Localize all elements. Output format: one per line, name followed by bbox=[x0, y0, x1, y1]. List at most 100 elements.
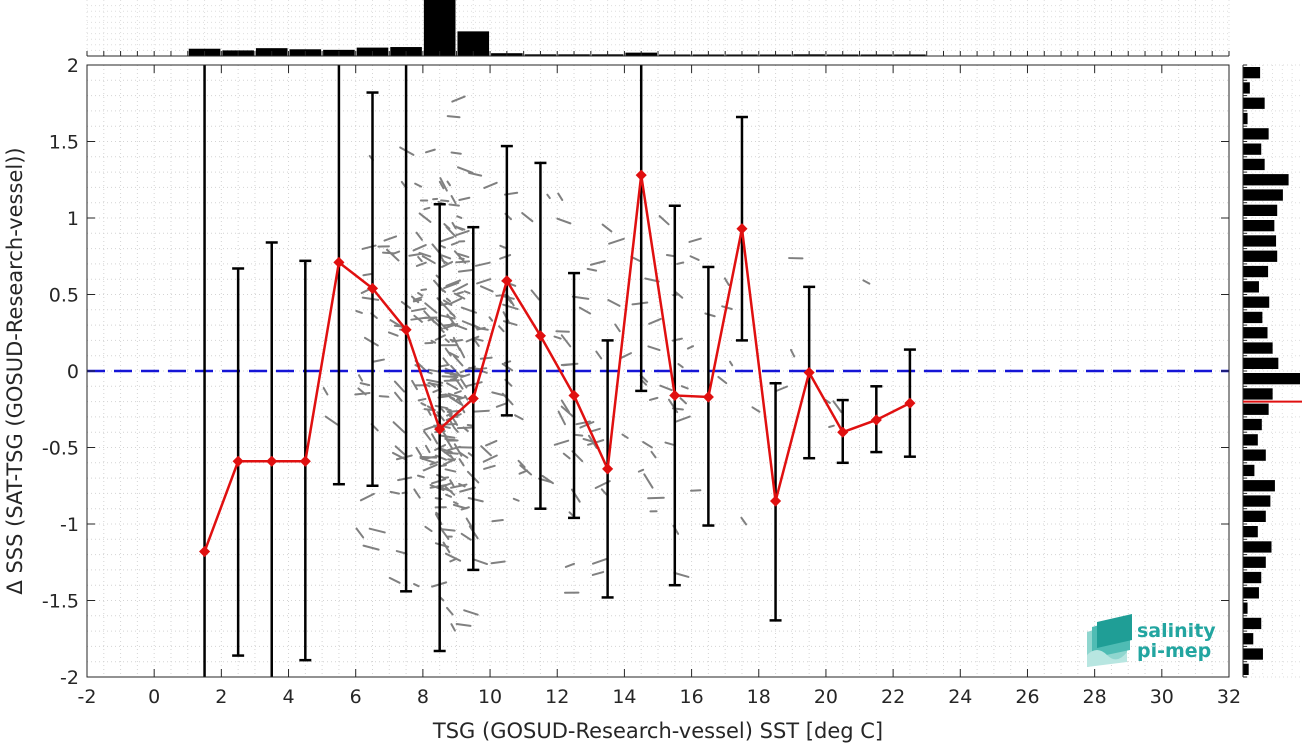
right-histogram-bar bbox=[1243, 556, 1266, 568]
y-tick-label: -1 bbox=[60, 514, 79, 536]
data-point bbox=[491, 519, 504, 523]
data-point bbox=[414, 182, 423, 188]
data-point bbox=[382, 251, 396, 255]
mean-marker bbox=[534, 330, 547, 342]
data-point bbox=[417, 255, 423, 263]
data-point bbox=[586, 267, 598, 272]
data-point bbox=[862, 279, 871, 285]
data-point bbox=[456, 215, 463, 219]
data-point bbox=[614, 323, 621, 333]
data-point bbox=[368, 527, 386, 534]
right-histogram-bar bbox=[1243, 204, 1278, 216]
data-point bbox=[601, 223, 613, 233]
mean-marker bbox=[602, 463, 614, 475]
data-point bbox=[512, 497, 520, 502]
data-point bbox=[463, 290, 471, 295]
data-point bbox=[448, 351, 460, 359]
data-point bbox=[440, 244, 446, 249]
x-tick-label: 0 bbox=[148, 686, 160, 708]
data-point bbox=[443, 379, 460, 382]
right-histogram-bar bbox=[1243, 220, 1275, 232]
x-tick-label: 32 bbox=[1217, 686, 1241, 708]
data-point bbox=[467, 497, 484, 503]
right-histogram-panel bbox=[1242, 64, 1302, 678]
data-point bbox=[448, 203, 460, 207]
right-histogram-bar bbox=[1243, 311, 1263, 324]
data-point bbox=[424, 302, 438, 314]
top-histogram-ticks bbox=[86, 51, 1230, 56]
data-point bbox=[421, 255, 436, 265]
data-point bbox=[444, 468, 457, 473]
data-point bbox=[631, 301, 649, 306]
data-point bbox=[568, 511, 574, 517]
data-point bbox=[442, 304, 456, 318]
data-point bbox=[476, 278, 492, 285]
right-histogram-bar bbox=[1243, 67, 1261, 79]
data-point bbox=[445, 408, 452, 412]
data-point bbox=[441, 254, 452, 260]
mean-marker bbox=[501, 275, 513, 287]
data-point bbox=[450, 241, 459, 246]
y-tick-label: 1.5 bbox=[49, 132, 79, 154]
right-histogram-bar bbox=[1243, 418, 1262, 431]
data-point bbox=[479, 356, 493, 360]
right-histogram-bar bbox=[1243, 97, 1265, 109]
data-point bbox=[393, 380, 406, 393]
data-point bbox=[389, 490, 401, 495]
x-tick-label: 2 bbox=[215, 686, 227, 708]
data-point bbox=[385, 248, 400, 262]
data-point bbox=[444, 371, 457, 376]
y-tick-label: 2 bbox=[67, 55, 79, 77]
data-point bbox=[447, 445, 461, 452]
data-point bbox=[483, 464, 496, 470]
data-point bbox=[458, 458, 465, 467]
x-tick-label: 16 bbox=[679, 686, 703, 708]
data-point bbox=[424, 383, 431, 388]
data-point bbox=[355, 309, 363, 314]
data-point bbox=[415, 231, 423, 241]
right-histogram-bar bbox=[1243, 342, 1273, 354]
data-point bbox=[659, 384, 673, 392]
data-point bbox=[450, 322, 468, 331]
mean-marker bbox=[635, 169, 647, 181]
data-point bbox=[438, 528, 456, 532]
data-point bbox=[355, 527, 365, 539]
data-point bbox=[664, 441, 674, 446]
mean-marker bbox=[669, 389, 681, 402]
right-histogram-bar bbox=[1243, 648, 1263, 660]
data-point bbox=[473, 324, 481, 330]
data-point bbox=[417, 397, 427, 402]
data-point bbox=[446, 382, 459, 390]
right-histogram-bar bbox=[1243, 587, 1259, 599]
x-tick-label: 30 bbox=[1150, 686, 1174, 708]
data-point bbox=[422, 463, 438, 472]
data-point bbox=[444, 485, 456, 496]
data-point bbox=[455, 260, 471, 264]
data-point bbox=[455, 379, 464, 390]
data-point bbox=[608, 237, 625, 245]
data-point bbox=[440, 199, 450, 203]
data-point bbox=[578, 306, 592, 315]
data-point bbox=[450, 195, 457, 205]
data-point bbox=[582, 438, 593, 443]
scatter-points bbox=[322, 95, 871, 632]
data-point bbox=[463, 609, 479, 616]
data-point bbox=[418, 212, 432, 223]
data-point bbox=[397, 476, 413, 482]
data-point bbox=[483, 181, 498, 189]
data-point bbox=[354, 391, 371, 396]
y-tick-label: 0 bbox=[67, 361, 79, 383]
data-point bbox=[452, 501, 459, 505]
right-histogram-ticks bbox=[1243, 64, 1247, 678]
data-point bbox=[445, 315, 454, 320]
data-point bbox=[553, 439, 570, 446]
mean-marker bbox=[837, 426, 849, 438]
right-histogram-bar bbox=[1243, 281, 1259, 293]
data-point bbox=[416, 474, 425, 479]
logo-text-salinity: salinity bbox=[1137, 620, 1216, 642]
top-histogram-panel bbox=[86, 0, 1230, 57]
logo-mark-icon bbox=[1087, 614, 1132, 667]
data-point bbox=[420, 288, 428, 291]
right-histogram-bar bbox=[1243, 602, 1248, 614]
data-point bbox=[557, 192, 564, 202]
